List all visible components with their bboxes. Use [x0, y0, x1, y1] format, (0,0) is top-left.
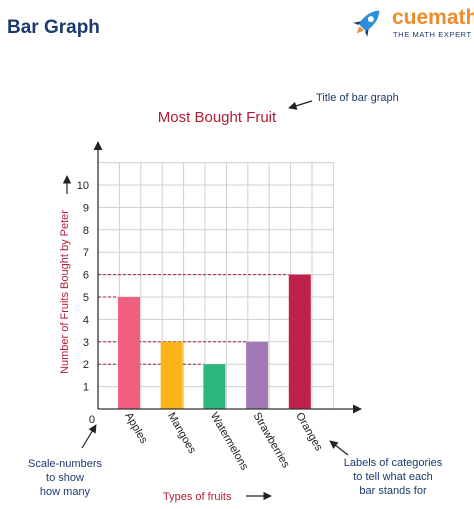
- category-label-apples: Apples: [122, 411, 149, 447]
- y-tick-label: 2: [83, 359, 89, 371]
- logo-name: cuemath: [392, 6, 474, 29]
- category-label-strawberries: Strawberries: [251, 411, 293, 471]
- labels-annotation: Labels of categories to tell what each b…: [329, 440, 443, 497]
- scale-annotation-line-3: how many: [40, 486, 91, 498]
- reference-lines: [98, 274, 289, 365]
- labels-annotation-line-1: Labels of categories: [344, 457, 443, 469]
- category-label-watermelons: Watermelons: [208, 411, 251, 473]
- bars: [118, 274, 311, 409]
- bar-strawberries: [246, 341, 269, 409]
- title-annotation: Title of bar graph: [316, 92, 399, 104]
- y-tick-label: 10: [77, 180, 89, 192]
- axes: [93, 141, 362, 414]
- y-tick-label: 9: [83, 202, 89, 214]
- y-tick-label: 5: [83, 292, 89, 304]
- y-axis-label-group: Number of Fruits Bought by Peter: [59, 175, 72, 374]
- bar-watermelons: [203, 364, 226, 409]
- y-tick-label: 8: [83, 225, 89, 237]
- scale-annotation: Scale-numbers to show how many: [28, 424, 102, 498]
- bar-apples: [118, 297, 140, 409]
- logo-tagline: THE MATH EXPERT: [393, 30, 472, 39]
- y-tick-labels: 0 1 2 3 4 5 6 7 8 9 10: [77, 180, 95, 426]
- chart-title: Most Bought Fruit: [158, 109, 277, 126]
- logo: cuemath THE MATH EXPERT: [353, 6, 474, 39]
- scale-annotation-line-2: to show: [46, 472, 84, 484]
- scale-annotation-arrow: [81, 424, 97, 449]
- scale-annotation-line-1: Scale-numbers: [28, 458, 102, 470]
- x-tick-labels: Apples Mangoes Watermelons Strawberries Oran…: [122, 411, 325, 473]
- y-tick-label: 4: [83, 314, 89, 326]
- x-axis-label-group: Types of fruits: [163, 491, 272, 503]
- bar-oranges: [288, 274, 311, 409]
- rocket-icon: [353, 10, 380, 37]
- page-title: Bar Graph: [7, 17, 100, 38]
- y-tick-label: 1: [83, 382, 89, 394]
- x-axis-label: Types of fruits: [163, 491, 232, 503]
- y-axis-label: Number of Fruits Bought by Peter: [59, 210, 71, 374]
- labels-annotation-line-2: to tell what each: [353, 471, 433, 483]
- labels-annotation-line-3: bar stands for: [359, 485, 427, 497]
- category-label-oranges: Oranges: [293, 411, 325, 454]
- category-label-mangoes: Mangoes: [165, 411, 198, 457]
- y-tick-label: 7: [83, 247, 89, 259]
- bar-mangoes: [160, 341, 183, 409]
- title-annotation-arrow: [288, 100, 313, 110]
- y-tick-label: 6: [83, 270, 89, 282]
- labels-annotation-arrow: [329, 440, 349, 456]
- y-tick-label: 3: [83, 337, 89, 349]
- y-tick-label: 0: [89, 414, 95, 426]
